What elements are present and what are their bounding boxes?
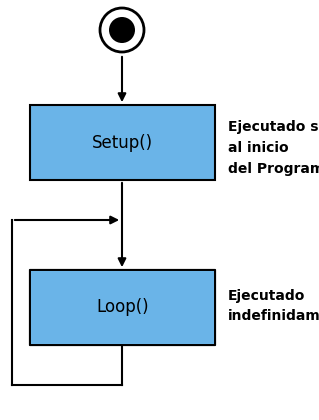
FancyBboxPatch shape: [30, 105, 215, 180]
Text: Ejecutado
indefinidamente: Ejecutado indefinidamente: [228, 289, 319, 323]
Text: Loop(): Loop(): [96, 299, 149, 317]
FancyBboxPatch shape: [30, 270, 215, 345]
Circle shape: [109, 17, 135, 43]
Text: Setup(): Setup(): [92, 134, 153, 152]
Text: Ejecutado solo
al inicio
del Programa: Ejecutado solo al inicio del Programa: [228, 121, 319, 176]
